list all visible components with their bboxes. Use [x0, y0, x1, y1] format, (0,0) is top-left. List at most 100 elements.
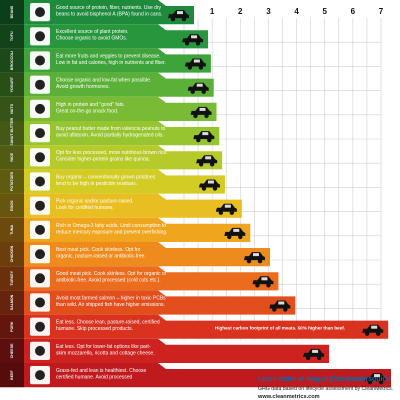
car-wheel [170, 16, 176, 22]
car-window [278, 301, 285, 305]
row-description: Excellent source of plant protein. [56, 29, 129, 35]
car-wheel [198, 65, 204, 70]
row-band [0, 363, 391, 388]
car-wheel [255, 283, 260, 288]
row-label-strip [0, 217, 24, 242]
car-window [261, 277, 268, 281]
food-row: YOGURT Choose organic and low-fat when po… [0, 72, 214, 97]
row-description: tend to be high in pesticide residues. [56, 181, 137, 187]
food-row: PEANUT BUTTER Buy peanut butter made from… [0, 118, 220, 148]
row-description: Buy organic – conventionally grown potat… [56, 174, 156, 180]
x-tick-label: 4 [294, 7, 299, 16]
bean-icon-mark [35, 7, 45, 18]
potato-icon-mark [35, 176, 45, 187]
car-window [193, 59, 200, 63]
car-wheel [227, 234, 232, 240]
car-wheel [209, 162, 215, 167]
car-wheel [181, 16, 187, 22]
food-row: RICE Opt for less processed, more nutriti… [0, 145, 223, 170]
nut-icon-mark [35, 103, 45, 114]
row-description: humane. Skip processed products. [56, 326, 133, 332]
car-window [205, 156, 212, 160]
footer-site[interactable]: www.cleanmetrics.com [258, 394, 320, 400]
broccoli-icon-mark [35, 55, 45, 66]
cow-icon-mark [35, 370, 45, 381]
row-description: Best meat pick. Cook skinless. Opt for [56, 247, 141, 253]
row-description: Rich in Omega-3 fatty acids. Limit consu… [56, 223, 166, 229]
row-label-strip [0, 363, 24, 388]
tofu-icon-mark [35, 31, 45, 42]
row-description: Low in fat and calories, high in nutrien… [56, 60, 166, 66]
car-wheel [204, 113, 209, 119]
row-description: certified humane. Avoid processed [56, 375, 133, 381]
row-description: Great on-the-go snack food. [56, 108, 118, 114]
food-row: SALMON Avoid most farmed salmon – higher … [0, 290, 296, 315]
row-description: Look for certified humane. [56, 205, 114, 211]
row-description: Pick organic and/or pasture-raised. [56, 199, 134, 205]
car-wheel [266, 283, 271, 288]
car-wheel [207, 137, 212, 143]
pig-icon-mark [35, 321, 45, 332]
food-row: PORK Eat less. Choose lean, pasture-raise… [0, 314, 389, 339]
row-band [0, 24, 209, 49]
car-wheel [187, 65, 193, 70]
row-label: PORK [10, 321, 14, 332]
car-window [199, 107, 206, 111]
row-label: TOFU [10, 31, 14, 41]
row-label: TURKEY [10, 270, 14, 285]
row-description: Avoid most farmed salmon – higher in tox… [56, 295, 166, 301]
footer-link[interactable]: Learn more at ewg.org/meateatersguide [258, 376, 391, 383]
row-description: avoid aflatoxin. Avoid partially hydroge… [56, 133, 164, 139]
row-label-strip [0, 314, 24, 339]
salmon-icon-mark [35, 297, 45, 308]
row-label-strip [0, 242, 24, 267]
car-wheel [229, 210, 235, 215]
row-label: NUTS [10, 103, 14, 113]
row-band [0, 290, 296, 315]
peanut-icon-mark [35, 128, 45, 139]
row-band [0, 96, 217, 121]
food-row: POTATOES Buy organic – conventionally gro… [0, 169, 225, 194]
row-description: reduce mercury exposure and prevent over… [56, 229, 167, 235]
row-label-strip [0, 193, 24, 218]
row-band [0, 193, 242, 218]
food-row: CHICKEN Best meat pick. Cook skinless. Op… [0, 242, 270, 267]
food-row: TUNA Rich in Omega-3 fatty acids. Limit c… [0, 217, 251, 242]
car-wheel [375, 331, 381, 336]
row-band [0, 121, 220, 146]
car-window [312, 349, 319, 353]
food-row: NUTS High in protein and "good" fats.Grea… [0, 96, 217, 121]
row-description: than wild. Air shipped fish have higher … [56, 302, 165, 308]
row-description: Eat less. Opt for lower-fat options like… [56, 344, 151, 350]
annotation-text: Highest carbon footprint of all meats. 5… [215, 326, 345, 331]
car-window [196, 83, 203, 87]
car-window [252, 253, 259, 257]
x-tick-label: 5 [322, 7, 327, 16]
row-band [0, 217, 251, 242]
car-wheel [212, 186, 218, 191]
row-label-strip [0, 266, 24, 291]
car-window [191, 35, 198, 39]
row-label-strip [0, 121, 24, 146]
car-wheel [201, 186, 207, 191]
row-label-strip [0, 290, 24, 315]
row-label: CHICKEN [10, 246, 14, 263]
car-window [374, 374, 380, 378]
row-label-strip [0, 169, 24, 194]
car-wheel [193, 113, 198, 119]
row-description: skim mozzarella, ricotta and cottage che… [56, 350, 155, 356]
car-wheel [272, 307, 277, 312]
row-label-strip [0, 96, 24, 121]
row-band [0, 314, 389, 339]
row-description: Eat more fruits and veggies to prevent d… [56, 53, 161, 59]
row-band [0, 145, 223, 170]
row-label: POTATOES [10, 171, 14, 191]
row-label: BEANS [10, 5, 14, 18]
x-tick-label: 6 [351, 7, 356, 16]
x-tick-label: 2 [238, 7, 243, 16]
footer-source: GHG data based on lifecycle assessment b… [258, 386, 394, 392]
x-tick-label: 3 [266, 7, 271, 16]
row-band [0, 242, 270, 267]
cheese-icon-mark [35, 345, 45, 356]
